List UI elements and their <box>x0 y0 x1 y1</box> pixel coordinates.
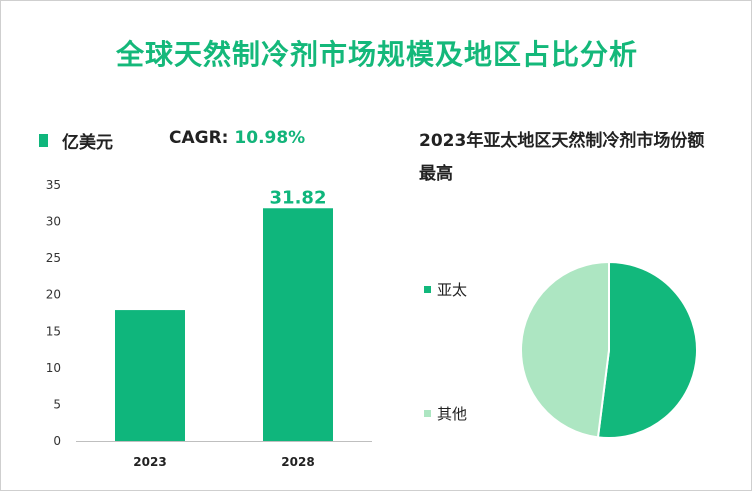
pie-legend-swatch <box>424 410 431 417</box>
pie-legend-label: 其他 <box>437 405 468 423</box>
pie-legend-swatch <box>424 286 431 293</box>
cagr-label: CAGR: 10.98% <box>169 128 305 148</box>
chart-title: 全球天然制冷剂市场规模及地区占比分析 <box>115 38 638 71</box>
bar-legend-swatch <box>39 134 48 147</box>
bar-legend-label: 亿美元 <box>62 133 113 153</box>
bar-2028 <box>263 208 333 441</box>
pie-legend-label: 亚太 <box>437 281 468 299</box>
bar-data-label: 31.82 <box>270 187 327 208</box>
bar-2023 <box>115 310 185 441</box>
cagr-text: CAGR: <box>169 128 229 148</box>
x-tick-label: 2023 <box>133 455 166 469</box>
y-tick-label: 10 <box>46 361 61 375</box>
y-tick-label: 20 <box>46 288 61 302</box>
y-tick-label: 30 <box>46 215 61 229</box>
y-tick-label: 5 <box>53 397 61 411</box>
cagr-value: 10.98% <box>234 128 306 148</box>
pie-slice-0 <box>596 260 698 439</box>
y-tick-label: 15 <box>46 324 61 338</box>
pie-legend-asia-pacific: 亚太 <box>424 279 467 300</box>
y-tick-label: 35 <box>46 178 61 192</box>
x-tick-label: 2028 <box>281 455 314 469</box>
pie-slice-1 <box>520 260 610 439</box>
y-tick-label: 25 <box>46 251 61 265</box>
pie-legend-other: 其他 <box>424 403 467 424</box>
y-tick-label: 0 <box>53 434 61 448</box>
bar-legend: 亿美元 <box>39 128 113 153</box>
pie-title: 2023年亚太地区天然制冷剂市场份额最高 <box>419 131 705 184</box>
